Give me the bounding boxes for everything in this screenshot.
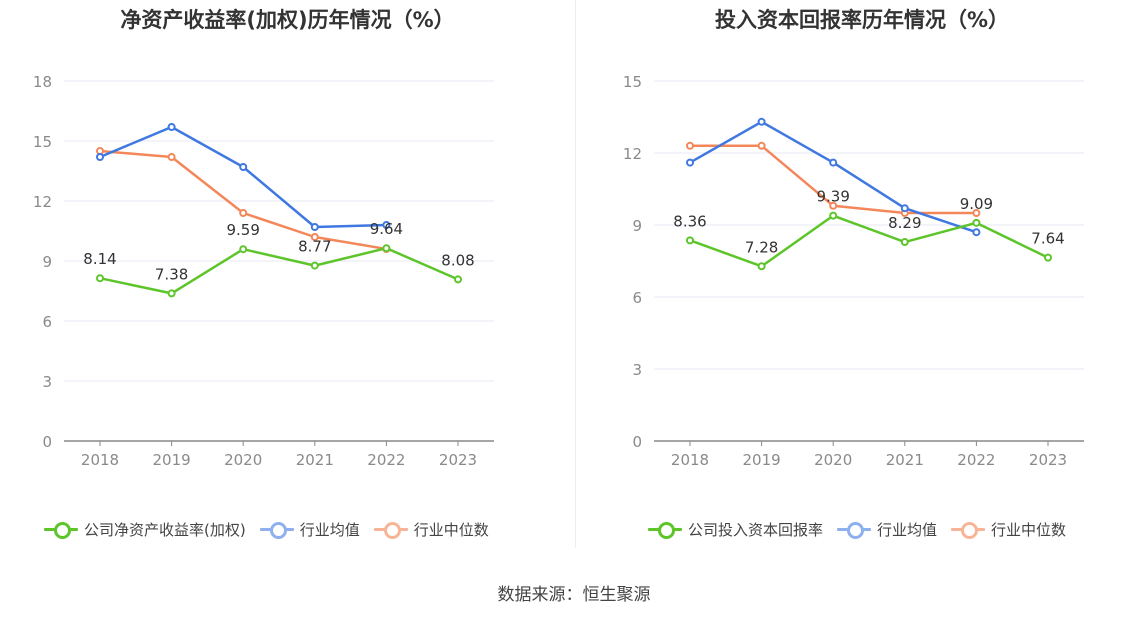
data-point-industry-avg[interactable] bbox=[239, 163, 248, 171]
data-source: 数据来源：恒生聚源 bbox=[497, 585, 651, 605]
data-point-industry-avg[interactable] bbox=[900, 204, 909, 213]
series-line-company bbox=[689, 214, 1049, 268]
legend-label: 行业中位数 bbox=[413, 520, 489, 539]
x-tick-label: 2018 bbox=[671, 451, 709, 469]
data-point-industry-median[interactable] bbox=[310, 233, 319, 241]
data-point-company[interactable] bbox=[96, 274, 104, 283]
y-tick-label: 15 bbox=[623, 73, 642, 91]
data-label: 8.29 bbox=[888, 214, 921, 232]
data-label: 9.59 bbox=[226, 221, 259, 239]
legend-label: 公司净资产收益率(加权) bbox=[84, 520, 246, 539]
legend-item-company[interactable]: 公司净资产收益率(加权) bbox=[44, 517, 246, 541]
data-label: 9.09 bbox=[960, 195, 993, 213]
y-tick-label: 9 bbox=[42, 253, 52, 271]
legend-item-industry-median[interactable]: 行业中位数 bbox=[951, 517, 1066, 541]
chart-title-roic: 投入资本回报率历年情况（%） bbox=[714, 8, 1010, 32]
data-label: 7.38 bbox=[155, 265, 188, 283]
data-point-industry-avg[interactable] bbox=[757, 117, 766, 126]
data-point-company[interactable] bbox=[239, 245, 248, 254]
legend-item-company[interactable]: 公司投入资本回报率 bbox=[648, 517, 823, 541]
x-tick-label: 2019 bbox=[743, 451, 781, 469]
x-tick-label: 2019 bbox=[153, 451, 191, 469]
y-tick-label: 6 bbox=[632, 289, 642, 307]
data-label: 8.08 bbox=[441, 251, 474, 269]
data-point-industry-median[interactable] bbox=[686, 141, 694, 150]
data-point-industry-avg[interactable] bbox=[686, 158, 694, 167]
legend-marker-industry-median bbox=[951, 517, 986, 541]
x-tick-label: 2020 bbox=[814, 451, 852, 469]
data-label: 9.64 bbox=[370, 220, 403, 238]
data-label: 8.77 bbox=[298, 238, 331, 256]
y-tick-label: 9 bbox=[632, 217, 642, 235]
legend-item-industry-avg[interactable]: 行业均值 bbox=[837, 517, 937, 541]
x-tick-label: 2021 bbox=[886, 451, 924, 469]
y-tick-label: 0 bbox=[42, 433, 52, 451]
x-tick-label: 2022 bbox=[957, 451, 995, 469]
data-point-industry-avg[interactable] bbox=[167, 123, 176, 131]
data-point-industry-avg[interactable] bbox=[972, 228, 981, 237]
x-tick-label: 2021 bbox=[296, 451, 334, 469]
data-point-company[interactable] bbox=[310, 261, 319, 270]
data-point-company[interactable] bbox=[900, 238, 909, 247]
data-point-company[interactable] bbox=[829, 211, 838, 220]
data-point-industry-avg[interactable] bbox=[310, 223, 319, 231]
y-tick-label: 0 bbox=[632, 433, 642, 451]
data-point-industry-median[interactable] bbox=[829, 201, 838, 210]
legend-roe: 公司净资产收益率(加权) 行业均值 行业中位数 bbox=[44, 517, 503, 541]
data-point-company[interactable] bbox=[972, 218, 981, 227]
legend-marker-industry-avg bbox=[259, 517, 294, 541]
y-tick-label: 3 bbox=[632, 361, 642, 379]
data-label: 9.39 bbox=[816, 188, 849, 206]
legend-label: 行业中位数 bbox=[991, 520, 1067, 539]
x-tick-label: 2023 bbox=[439, 451, 477, 469]
data-point-company[interactable] bbox=[382, 244, 391, 253]
chart-roe: 0 3 6 9 12 15 18 2018 2019 2020 2021 2022 2023 8.14 7.… bbox=[33, 73, 494, 469]
data-point-company[interactable] bbox=[454, 275, 462, 284]
x-tick-label: 2020 bbox=[224, 451, 262, 469]
data-point-industry-avg[interactable] bbox=[382, 221, 391, 229]
x-tick-label: 2022 bbox=[367, 451, 405, 469]
data-point-industry-avg[interactable] bbox=[96, 153, 104, 161]
legend-roic: 公司投入资本回报率 行业均值 行业中位数 bbox=[648, 517, 1080, 541]
x-tick-label: 2018 bbox=[81, 451, 119, 469]
data-label: 7.28 bbox=[745, 238, 778, 256]
y-tick-label: 15 bbox=[33, 133, 52, 151]
y-tick-label: 6 bbox=[42, 313, 52, 331]
data-point-company[interactable] bbox=[167, 289, 176, 298]
panel-divider bbox=[575, 0, 576, 548]
legend-item-industry-avg[interactable]: 行业均值 bbox=[259, 517, 360, 541]
data-label: 8.36 bbox=[673, 212, 706, 230]
y-tick-label: 3 bbox=[42, 373, 52, 391]
data-point-industry-median[interactable] bbox=[167, 153, 176, 161]
data-label: 7.64 bbox=[1031, 230, 1064, 248]
legend-marker-industry-median bbox=[373, 517, 408, 541]
chart-title-roe: 净资产收益率(加权)历年情况（%） bbox=[120, 8, 455, 32]
legend-item-industry-median[interactable]: 行业中位数 bbox=[373, 517, 489, 541]
legend-label: 行业均值 bbox=[299, 520, 360, 539]
legend-marker-company bbox=[44, 517, 78, 541]
data-point-industry-median[interactable] bbox=[239, 209, 248, 217]
legend-label: 行业均值 bbox=[877, 520, 938, 539]
legend-marker-company bbox=[648, 517, 682, 541]
legend-label: 公司投入资本回报率 bbox=[688, 520, 824, 539]
series-line-company bbox=[99, 246, 459, 295]
chart-roic: 0 3 6 9 12 15 2018 2019 2020 2021 2022 2023 8.36 7.28… bbox=[623, 73, 1084, 469]
data-point-company[interactable] bbox=[757, 262, 766, 271]
legend-marker-industry-avg bbox=[837, 517, 872, 541]
data-point-company[interactable] bbox=[1044, 253, 1052, 262]
data-point-company[interactable] bbox=[686, 236, 694, 245]
data-point-industry-median[interactable] bbox=[972, 209, 981, 217]
data-label: 8.14 bbox=[83, 250, 116, 268]
y-tick-label: 12 bbox=[623, 145, 642, 163]
x-tick-label: 2023 bbox=[1029, 451, 1067, 469]
y-tick-label: 12 bbox=[33, 193, 52, 211]
y-tick-label: 18 bbox=[33, 73, 52, 91]
data-point-industry-avg[interactable] bbox=[829, 158, 838, 167]
data-point-industry-median[interactable] bbox=[757, 141, 766, 150]
